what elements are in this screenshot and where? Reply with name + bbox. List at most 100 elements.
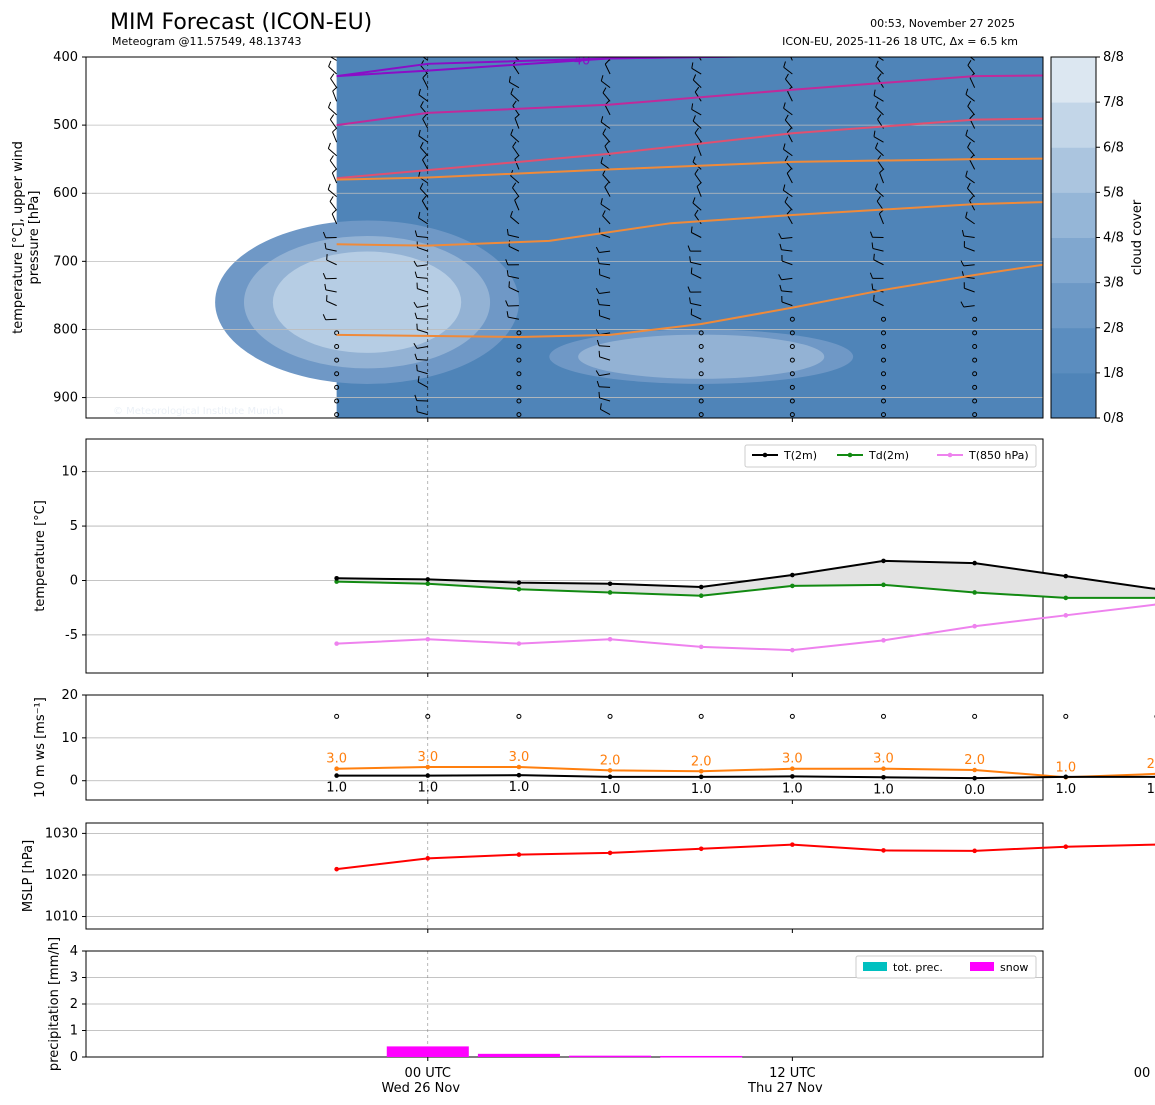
calm-circle xyxy=(516,384,522,390)
precip-legend: tot. prec. snow xyxy=(855,955,1037,979)
wind-barb-feather xyxy=(965,211,968,218)
wind-barb-feather xyxy=(965,129,969,136)
t2m-point xyxy=(516,580,522,585)
wind-barb-feather xyxy=(1148,116,1150,122)
wind-barb xyxy=(784,201,793,211)
wind-barb xyxy=(873,259,884,266)
wind-barb xyxy=(1146,304,1155,305)
calm-circle xyxy=(789,316,795,322)
calm-circle xyxy=(516,412,522,418)
wind-barb xyxy=(876,159,884,170)
wind-barb xyxy=(1150,216,1155,224)
wind-barb-feather xyxy=(1150,169,1153,174)
isotherm xyxy=(336,201,1043,247)
calm-circle xyxy=(1063,713,1069,719)
wind-barb xyxy=(969,159,976,170)
calm-circle xyxy=(789,371,795,377)
t2m-point xyxy=(790,572,795,578)
wind-barb-feather xyxy=(416,405,418,412)
wind-barb-feather xyxy=(1148,198,1150,204)
wind-barb-feather xyxy=(329,114,335,120)
mean-wind-label: 0.0 xyxy=(964,783,985,798)
y-tick-label: 0 xyxy=(70,774,78,789)
mean-wind-label: 1.0 xyxy=(782,781,803,796)
wind-barb-feather xyxy=(1150,87,1153,92)
wind-barb xyxy=(600,203,611,211)
temperature-panel: -5 0 5 10 temperature [°C] T(2m) Td(2m) T(850 h… xyxy=(33,438,1155,674)
wind-barb xyxy=(873,95,884,102)
wind-barb-feather xyxy=(322,314,327,321)
calm-circle xyxy=(972,343,978,349)
calm-circle xyxy=(972,713,978,719)
wind-barb xyxy=(420,65,429,75)
wind-barb-feather xyxy=(595,329,600,335)
wind-barb-feather xyxy=(422,154,427,161)
calm-circle xyxy=(334,357,340,363)
mslp-point xyxy=(1063,844,1069,849)
wind-barb-feather xyxy=(784,155,789,162)
wind-barb-feather xyxy=(871,283,874,290)
y-tick-label: 10 xyxy=(61,465,78,480)
y-tick-label: 500 xyxy=(53,118,78,133)
colorbar-bin xyxy=(1051,102,1096,148)
wind-barb-feather xyxy=(421,195,427,202)
t850-point xyxy=(1063,613,1069,618)
wind-barb-feather xyxy=(600,75,604,82)
mslp-point xyxy=(607,850,613,856)
colorbar-tick-label: 1/8 xyxy=(1103,366,1124,381)
wind-barb xyxy=(328,148,337,157)
mean-point xyxy=(334,773,339,778)
wind-barb xyxy=(599,291,611,295)
wind-barb xyxy=(785,78,793,88)
wind-barb xyxy=(963,264,975,267)
wind-barb-feather xyxy=(778,274,782,280)
isotherm xyxy=(336,57,769,78)
wind-barb xyxy=(694,132,702,143)
temperature-legend: T(2m) Td(2m) T(850 hPa) xyxy=(744,444,1037,468)
y-axis-label: 10 m ws [ms⁻¹] xyxy=(33,697,48,798)
wind-barb xyxy=(604,63,611,75)
wind-barb xyxy=(602,174,611,184)
y-axis-label: MSLP [hPa] xyxy=(21,840,36,912)
wind-barb xyxy=(696,186,702,197)
t2m-point xyxy=(425,577,431,582)
wind-barb-feather xyxy=(419,48,421,54)
wind-barb-feather xyxy=(510,210,513,217)
wind-barb xyxy=(599,250,611,253)
wind-barb-feather xyxy=(596,339,600,346)
wind-barb xyxy=(781,260,793,266)
wind-barb-feather xyxy=(690,267,693,274)
wind-barb-feather xyxy=(965,88,969,95)
mslp-point xyxy=(881,848,886,853)
colorbar-tick-label: 2/8 xyxy=(1103,321,1124,336)
wind-barb xyxy=(781,301,793,307)
wind-barb-feather xyxy=(691,103,694,110)
t850-point xyxy=(425,636,431,642)
wind-barb xyxy=(967,188,976,197)
wind-barb xyxy=(416,305,428,308)
t850-point xyxy=(881,638,886,643)
wind-barb-feather xyxy=(414,394,418,401)
legend-swatch xyxy=(863,962,887,971)
wind-barb-feather xyxy=(600,157,604,164)
wind-barb xyxy=(599,233,611,238)
legend-marker xyxy=(947,452,953,458)
wind-barb-feather xyxy=(786,209,792,215)
wind-barb-feather xyxy=(784,196,789,203)
isotherm xyxy=(336,157,1043,181)
wind-barb xyxy=(422,159,429,170)
wind-barb xyxy=(418,135,429,143)
y-axis-label: pressure [hPa] xyxy=(27,191,42,285)
wind-barb xyxy=(599,315,611,320)
wind-barb xyxy=(508,245,520,252)
calm-circle xyxy=(972,330,978,336)
wind-barb xyxy=(422,118,429,129)
gust-point xyxy=(972,767,977,773)
mean-line xyxy=(336,774,1155,780)
wind-barb-feather xyxy=(785,73,789,80)
wind-barb-feather xyxy=(506,270,509,277)
wind-barb xyxy=(332,131,338,143)
calm-circle xyxy=(698,713,704,719)
wind-barb-feather xyxy=(875,60,879,67)
calm-circle xyxy=(334,371,340,377)
